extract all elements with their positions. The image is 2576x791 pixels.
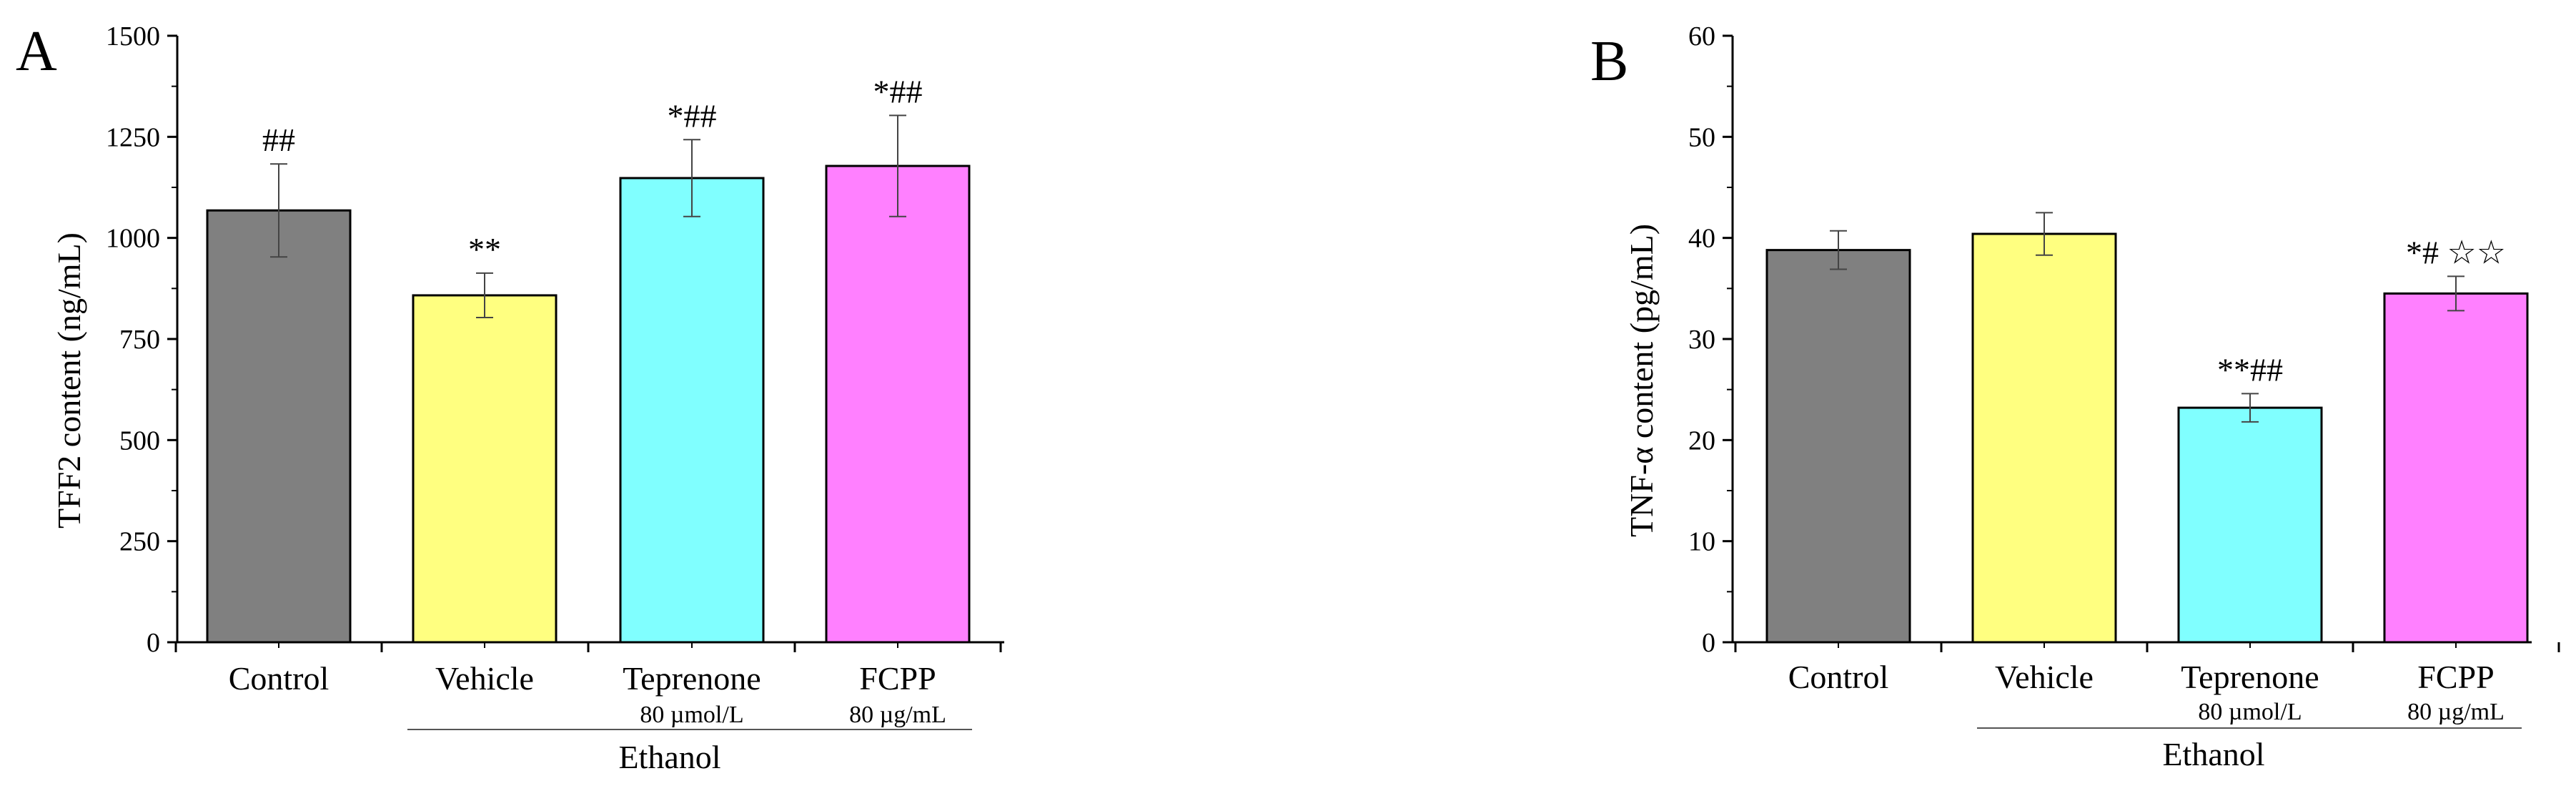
y-axis-title: TFF2 content (ng/mL) bbox=[51, 232, 87, 529]
bar-teprenone bbox=[2177, 406, 2323, 644]
bar-teprenone bbox=[619, 177, 765, 644]
category-sublabel: 80 µg/mL bbox=[2407, 699, 2505, 725]
category-label: FCPP bbox=[2417, 659, 2494, 695]
y-tick-label: 1000 bbox=[106, 224, 160, 254]
category-label: FCPP bbox=[859, 660, 936, 697]
category-label: Teprenone bbox=[623, 660, 761, 697]
panel-b: B TNF-α content (pg/mL) Ethanol Control V… bbox=[1590, 21, 2560, 772]
bar-control bbox=[206, 209, 352, 644]
y-tick-label: 50 bbox=[1688, 122, 1715, 152]
panel-letter: A bbox=[16, 20, 57, 83]
y-tick-label: 20 bbox=[1688, 426, 1715, 456]
significance-label: *## bbox=[873, 73, 923, 109]
bar-fcpp bbox=[2383, 292, 2529, 644]
category-label: Teprenone bbox=[2181, 659, 2319, 695]
category-label: Control bbox=[1788, 659, 1889, 695]
group-label: Ethanol bbox=[2162, 736, 2264, 772]
error-bar bbox=[683, 139, 700, 217]
y-tick-label: 1500 bbox=[106, 21, 160, 51]
bar-vehicle bbox=[1971, 232, 2117, 644]
error-bar bbox=[476, 272, 493, 319]
error-bar bbox=[2447, 275, 2464, 312]
y-tick-label: 0 bbox=[147, 628, 160, 658]
panel-letter: B bbox=[1590, 30, 1628, 93]
error-bar bbox=[889, 114, 906, 217]
category-sublabel: 80 µmol/L bbox=[2198, 699, 2302, 725]
bar-vehicle bbox=[412, 294, 558, 644]
significance-label: ## bbox=[262, 122, 295, 158]
error-bar bbox=[1830, 230, 1847, 270]
significance-label: ** bbox=[468, 231, 501, 267]
y-tick-label: 40 bbox=[1688, 224, 1715, 254]
category-label: Vehicle bbox=[435, 660, 534, 697]
panel-a: A TFF2 content (ng/mL) Ethanol ## Control… bbox=[16, 20, 1004, 775]
category-sublabel: 80 µmol/L bbox=[640, 702, 743, 728]
y-tick-label: 60 bbox=[1688, 21, 1715, 51]
y-tick-label: 30 bbox=[1688, 325, 1715, 355]
category-label: Control bbox=[229, 660, 330, 697]
y-tick-label: 0 bbox=[1702, 628, 1715, 658]
bar-control bbox=[1765, 249, 1911, 644]
significance-label: *## bbox=[668, 97, 717, 134]
y-tick-label: 250 bbox=[119, 527, 160, 557]
error-bar bbox=[2036, 212, 2053, 256]
error-bar bbox=[2241, 393, 2259, 423]
group-label: Ethanol bbox=[618, 739, 720, 775]
significance-label: *# ☆☆ bbox=[2406, 234, 2506, 270]
category-sublabel: 80 µg/mL bbox=[849, 702, 946, 728]
error-bar bbox=[270, 163, 287, 258]
y-tick-label: 1250 bbox=[106, 122, 160, 152]
y-axis-title: TNF-α content (pg/mL) bbox=[1623, 224, 1660, 537]
y-tick-label: 10 bbox=[1688, 527, 1715, 557]
y-tick-label: 500 bbox=[119, 426, 160, 456]
bar-fcpp bbox=[825, 164, 971, 644]
y-tick-label: 750 bbox=[119, 325, 160, 355]
significance-label: **## bbox=[2217, 351, 2283, 388]
category-label: Vehicle bbox=[1995, 659, 2094, 695]
